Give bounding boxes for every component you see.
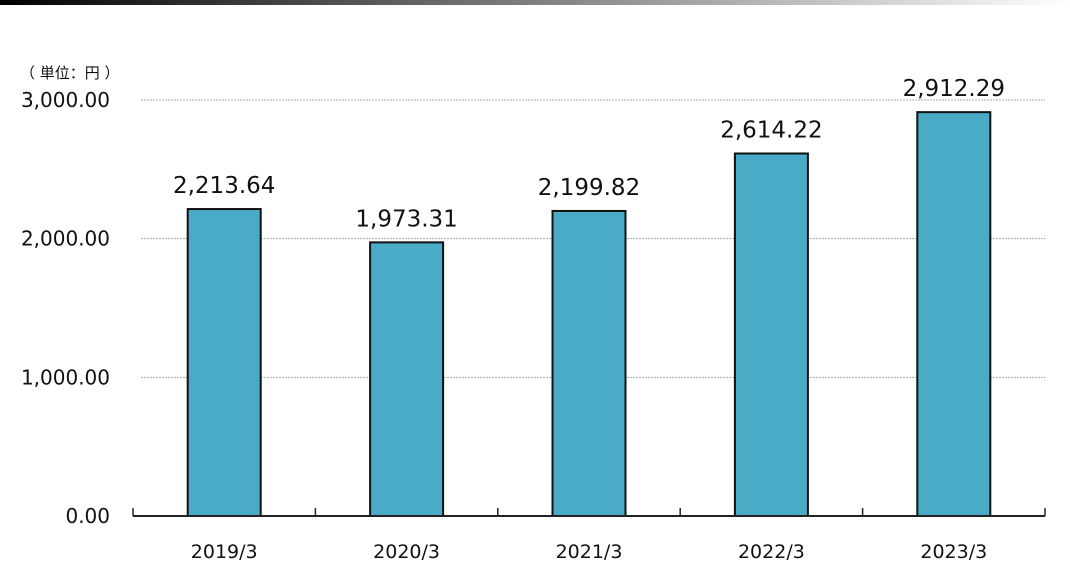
data-label-2019/3: 2,213.64 [173,173,275,199]
bar-2023/3 [916,111,992,518]
bar-2022/3 [733,152,809,518]
unit-label: （ 単位：円 ） [20,64,120,82]
bar-2021/3 [551,209,627,518]
header-band [0,0,1070,5]
axes [132,508,1046,517]
bar-2020/3 [369,241,445,517]
ytick-label-2: 2,000.00 [21,227,110,251]
xtick-label-2023/3: 2023/3 [920,541,987,563]
ytick-label-0: 0.00 [65,504,110,528]
xtick-label-2020/3: 2020/3 [373,541,440,563]
labels: 0.00 1,000.00 2,000.00 3,000.00 2,213.64 2019… [21,76,1005,563]
ytick-label-1: 1,000.00 [21,365,110,389]
xtick-label-2019/3: 2019/3 [191,541,258,563]
xtick-label-2022/3: 2022/3 [738,541,805,563]
ytick-label-3: 3,000.00 [21,88,110,112]
bars [186,111,992,518]
bar-2019/3 [186,208,262,517]
data-label-2022/3: 2,614.22 [720,117,822,143]
xtick-label-2021/3: 2021/3 [556,541,623,563]
data-label-2023/3: 2,912.29 [903,76,1005,102]
data-label-2020/3: 1,973.31 [355,206,457,232]
data-label-2021/3: 2,199.82 [538,175,640,201]
